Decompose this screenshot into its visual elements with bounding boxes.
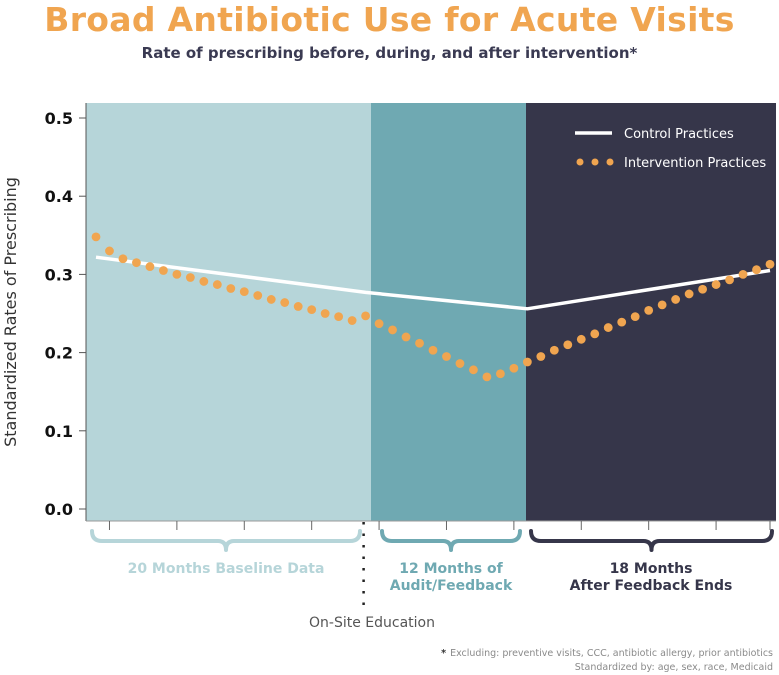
intervention-point — [388, 325, 397, 335]
intervention-point — [698, 284, 707, 294]
intervention-point — [657, 300, 667, 310]
y-tick-label-0: 0.0 — [45, 500, 73, 519]
intervention-point — [671, 295, 681, 304]
chart-title: Broad Antibiotic Use for Acute Visits — [44, 0, 735, 39]
y-tick-label-3: 0.3 — [45, 265, 73, 284]
intervention-point — [684, 289, 694, 299]
intervention-point — [442, 352, 451, 361]
chart-subtitle: Rate of prescribing before, during, and … — [141, 44, 638, 62]
intervention-point — [415, 338, 424, 348]
intervention-point — [91, 232, 101, 242]
intervention-point — [199, 277, 209, 286]
y-axis-title: Standardized Rates of Prescribing — [1, 177, 20, 447]
intervention-point — [469, 365, 478, 375]
intervention-point — [118, 254, 128, 264]
intervention-point — [711, 280, 721, 289]
period-label-audit: 12 Months of Audit/Feedback — [390, 561, 513, 594]
legend-intervention-swatch-dot — [576, 158, 584, 166]
y-tick-label-5: 0.5 — [45, 109, 73, 128]
footnote-standardization: Standardized by: age, sex, race, Medicai… — [574, 662, 773, 673]
footnote-marker: * — [441, 648, 447, 659]
brace-audit — [380, 529, 522, 552]
intervention-point — [212, 280, 222, 289]
legend-intervention-swatch-dot — [591, 158, 599, 166]
y-tick-label-2: 0.2 — [45, 344, 73, 363]
intervention-point — [563, 340, 573, 350]
intervention-point — [145, 262, 155, 271]
footnote-exclusions: * Excluding: preventive visits, CCC, anti… — [441, 648, 773, 659]
intervention-point — [536, 352, 546, 361]
intervention-point — [630, 312, 640, 322]
intervention-point — [159, 266, 168, 275]
intervention-point — [132, 258, 141, 268]
intervention-point — [172, 270, 182, 279]
intervention-point — [522, 357, 532, 367]
intervention-point — [320, 309, 330, 318]
intervention-point — [307, 305, 317, 314]
intervention-point — [617, 317, 627, 327]
intervention-point — [105, 246, 114, 256]
brace-after — [529, 529, 774, 552]
intervention-point — [293, 302, 303, 311]
y-tick-label-1: 0.1 — [45, 422, 73, 441]
y-tick-label-4: 0.4 — [45, 187, 73, 206]
intervention-point — [226, 284, 236, 293]
intervention-point — [185, 273, 195, 282]
intervention-point — [509, 363, 519, 373]
legend-intervention-label: Intervention Practices — [624, 156, 766, 171]
series-control-line — [95, 255, 771, 311]
brace-baseline — [90, 529, 362, 552]
legend-intervention-swatch-dot — [606, 158, 614, 166]
intervention-point — [374, 319, 384, 329]
legend-control-label: Control Practices — [624, 127, 734, 142]
intervention-point — [334, 312, 344, 322]
intervention-point — [253, 291, 263, 300]
intervention-point — [428, 345, 438, 355]
intervention-point — [590, 329, 600, 339]
intervention-point — [603, 323, 613, 332]
intervention-point — [765, 259, 775, 269]
footnote-exclusions-text: Excluding: preventive visits, CCC, antib… — [450, 648, 773, 659]
education-label: On-Site Education — [309, 615, 435, 631]
intervention-point — [576, 334, 586, 344]
intervention-point — [361, 311, 370, 321]
intervention-point — [266, 295, 276, 304]
intervention-point — [280, 298, 290, 307]
intervention-point — [347, 316, 357, 325]
intervention-point — [725, 275, 734, 285]
intervention-point — [738, 270, 748, 279]
period-label-baseline: 20 Months Baseline Data — [128, 561, 325, 577]
intervention-point — [496, 369, 505, 379]
intervention-point — [401, 332, 411, 342]
period-label-after: 18 Months After Feedback Ends — [570, 561, 733, 594]
intervention-point — [549, 345, 559, 355]
intervention-point — [752, 265, 761, 275]
intervention-point — [455, 359, 465, 368]
period-band-2 — [371, 103, 526, 521]
intervention-point — [644, 305, 654, 315]
intervention-point — [239, 287, 249, 297]
intervention-point — [482, 372, 492, 382]
